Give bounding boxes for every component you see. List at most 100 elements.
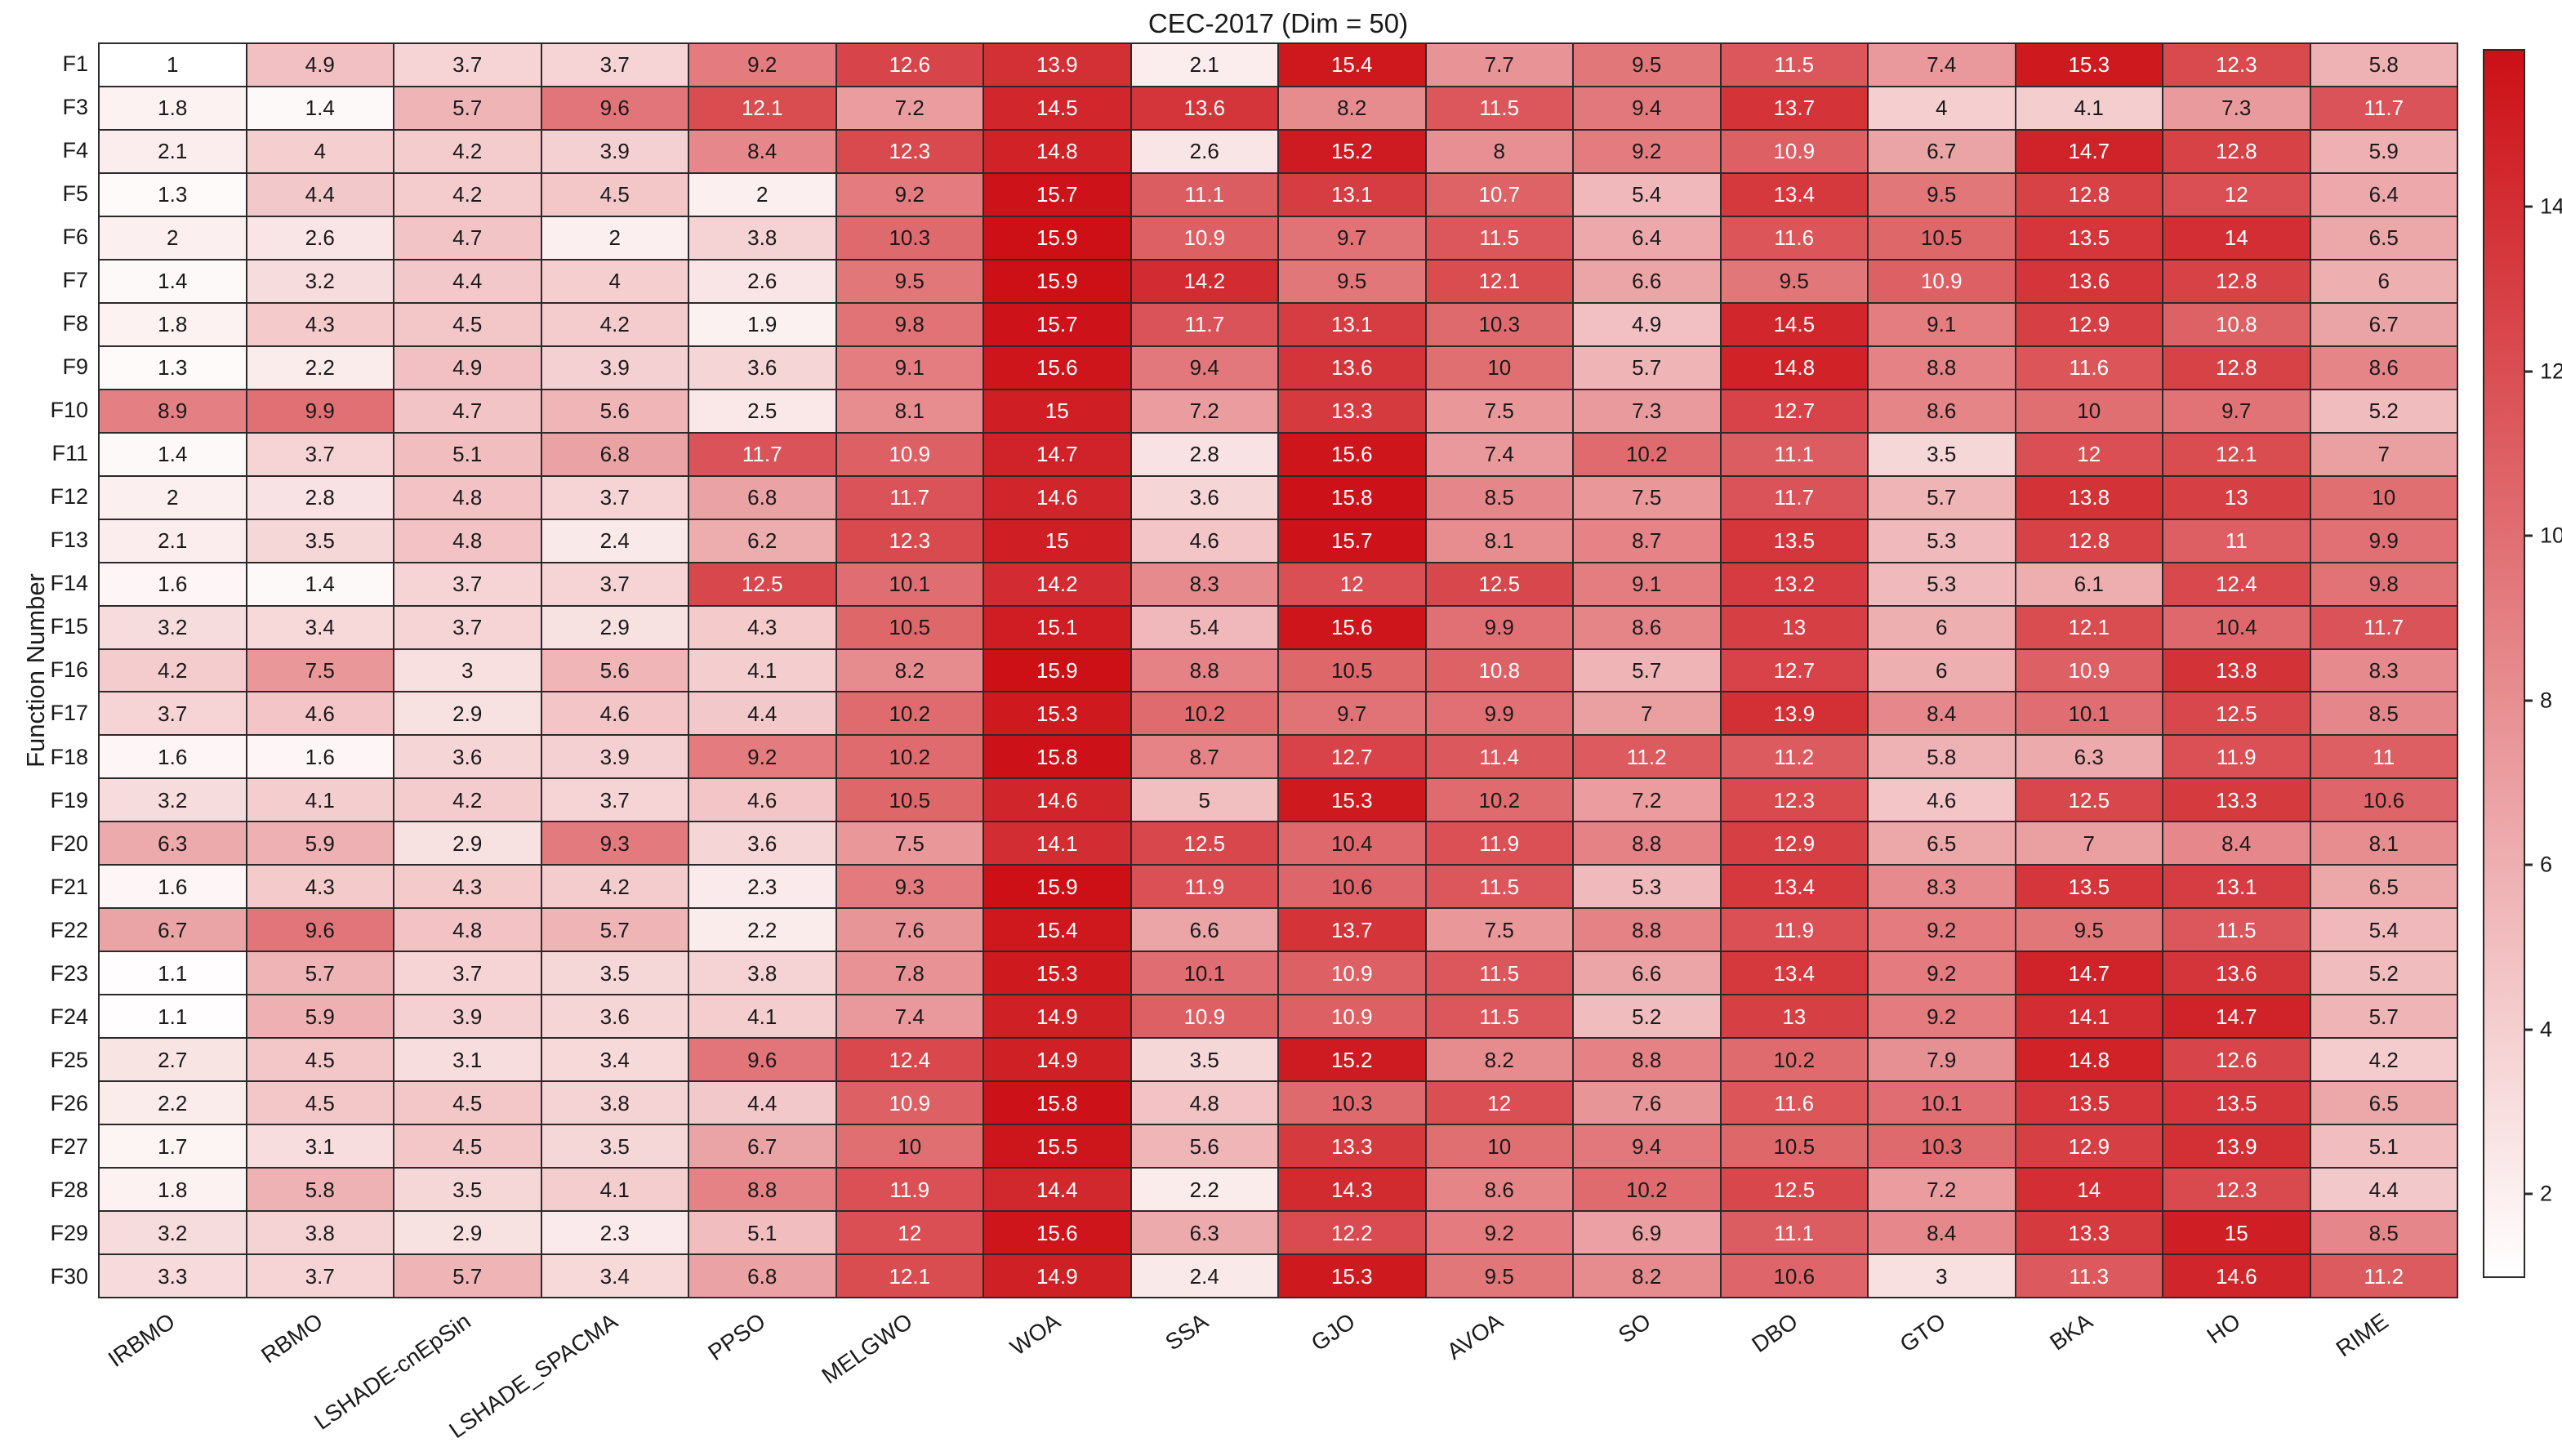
heatmap-cell: 5 (1131, 779, 1277, 822)
heatmap-cell: 3.7 (541, 563, 688, 605)
heatmap-cell: 10.3 (1426, 303, 1572, 345)
heatmap-cell: 3.1 (394, 1039, 541, 1081)
heatmap-cell: 8.8 (1574, 1039, 1720, 1081)
heatmap-cell: 12.8 (2016, 173, 2162, 216)
heatmap-cell: 4 (1869, 87, 2015, 129)
heatmap-cell: 10.9 (1279, 952, 1425, 995)
heatmap-cell: 8.8 (689, 1169, 835, 1211)
heatmap-cell: 15.2 (1279, 130, 1425, 172)
heatmap-cell: 13.6 (1131, 87, 1277, 129)
heatmap-cell: 4.4 (247, 173, 393, 216)
heatmap-cell: 13.7 (1279, 909, 1425, 951)
y-tick-label: F14 (50, 571, 88, 596)
heatmap-cell: 5.7 (247, 952, 393, 995)
heatmap-cell: 7.6 (836, 909, 982, 951)
heatmap-cell: 12.8 (2163, 130, 2310, 172)
heatmap-cell: 12.8 (2163, 346, 2310, 389)
heatmap-cell: 6.5 (2310, 216, 2457, 259)
heatmap-cell: 8.6 (2310, 346, 2457, 389)
colorbar-tick-label: 14 (2540, 194, 2562, 219)
heatmap-cell: 11.9 (1131, 866, 1277, 908)
heatmap-cell: 10.5 (1869, 216, 2015, 259)
heatmap-cell: 4.4 (689, 1082, 835, 1124)
heatmap-cell: 3.7 (394, 563, 541, 605)
heatmap-cell: 4.6 (247, 692, 393, 735)
heatmap-cell: 8.2 (1279, 87, 1425, 129)
heatmap-cell: 11.7 (2310, 87, 2457, 129)
heatmap-cell: 14.5 (1721, 303, 1867, 345)
heatmap-cell: 7.3 (2163, 87, 2310, 129)
heatmap-cell: 3.2 (100, 1212, 246, 1254)
heatmap-cell: 14.7 (2016, 952, 2162, 995)
heatmap-cell: 2.3 (541, 1212, 688, 1254)
heatmap-cell: 13.7 (1721, 87, 1867, 129)
heatmap-cell: 3.7 (100, 692, 246, 735)
heatmap-cell: 5.7 (1574, 649, 1720, 692)
heatmap-cell: 3.7 (394, 952, 541, 995)
heatmap-cell: 13.5 (1721, 519, 1867, 562)
heatmap-cell: 5.8 (1869, 736, 2015, 778)
heatmap-cell: 2.6 (1131, 130, 1277, 172)
heatmap-cell: 10.9 (1131, 216, 1277, 259)
heatmap-cell: 15 (984, 390, 1130, 432)
heatmap-cell: 11.5 (1426, 87, 1572, 129)
heatmap-cell: 5.3 (1869, 563, 2015, 605)
heatmap-cell: 8.6 (1869, 390, 2015, 432)
heatmap-cell: 10.9 (1869, 260, 2015, 302)
heatmap-cell: 8.8 (1574, 822, 1720, 865)
heatmap-cell: 2.2 (1131, 1169, 1277, 1211)
heatmap-cell: 8.3 (1131, 563, 1277, 605)
heatmap-cell: 10.9 (1279, 995, 1425, 1038)
heatmap-cell: 13.9 (1721, 692, 1867, 735)
heatmap-cell: 9.2 (689, 736, 835, 778)
heatmap-cell: 15.3 (984, 952, 1130, 995)
heatmap-cell: 11.5 (2163, 909, 2310, 951)
heatmap-cell: 3.5 (541, 952, 688, 995)
heatmap-cell: 4.8 (394, 519, 541, 562)
heatmap-cell: 2.6 (247, 216, 393, 259)
heatmap-cell: 12.3 (1721, 779, 1867, 822)
y-tick-label: F19 (50, 787, 88, 813)
heatmap-cell: 6.4 (1574, 216, 1720, 259)
heatmap-cell: 7.2 (1131, 390, 1277, 432)
heatmap-cell: 13.5 (2016, 1082, 2162, 1124)
heatmap-cell: 3.2 (247, 260, 393, 302)
heatmap-cell: 6.7 (100, 909, 246, 951)
heatmap-cell: 12.7 (1721, 649, 1867, 692)
heatmap-cell: 7.9 (1869, 1039, 2015, 1081)
heatmap-cell: 12.1 (689, 87, 835, 129)
heatmap-cell: 14.9 (984, 995, 1130, 1038)
heatmap-cell: 13.4 (1721, 173, 1867, 216)
heatmap-cell: 10.3 (1279, 1082, 1425, 1124)
heatmap-cell: 4 (541, 260, 688, 302)
heatmap-cell: 2.9 (394, 822, 541, 865)
heatmap-cell: 12.8 (2016, 519, 2162, 562)
heatmap-cell: 6 (2310, 260, 2457, 302)
heatmap-cell: 10 (1426, 346, 1572, 389)
heatmap-cell: 11.2 (1574, 736, 1720, 778)
heatmap-cell: 4.3 (247, 303, 393, 345)
heatmap-cell: 2.2 (689, 909, 835, 951)
heatmap-cell: 5.1 (394, 433, 541, 475)
heatmap-cell: 9.2 (1869, 909, 2015, 951)
heatmap-cell: 9.2 (1426, 1212, 1572, 1254)
y-tick-label: F15 (50, 614, 88, 639)
heatmap-cell: 1.3 (100, 173, 246, 216)
heatmap-cell: 10.1 (1869, 1082, 2015, 1124)
heatmap-cell: 14.6 (2163, 1255, 2310, 1297)
heatmap-cell: 12.5 (1721, 1169, 1867, 1211)
heatmap-cell: 3.1 (247, 1125, 393, 1168)
heatmap-cell: 10.2 (836, 692, 982, 735)
heatmap-cell: 10.5 (836, 779, 982, 822)
heatmap-cell: 5.1 (2310, 1125, 2457, 1168)
heatmap-cell: 11.6 (1721, 1082, 1867, 1124)
heatmap-cell: 13.3 (2016, 1212, 2162, 1254)
heatmap-cell: 11.5 (1426, 866, 1572, 908)
heatmap-cell: 5.9 (247, 995, 393, 1038)
heatmap-cell: 15.7 (984, 173, 1130, 216)
heatmap-cell: 12 (1279, 563, 1425, 605)
heatmap-cell: 15.6 (984, 1212, 1130, 1254)
heatmap-cell: 8.5 (2310, 1212, 2457, 1254)
heatmap-cell: 13.6 (2163, 952, 2310, 995)
heatmap-cell: 9.7 (1279, 216, 1425, 259)
